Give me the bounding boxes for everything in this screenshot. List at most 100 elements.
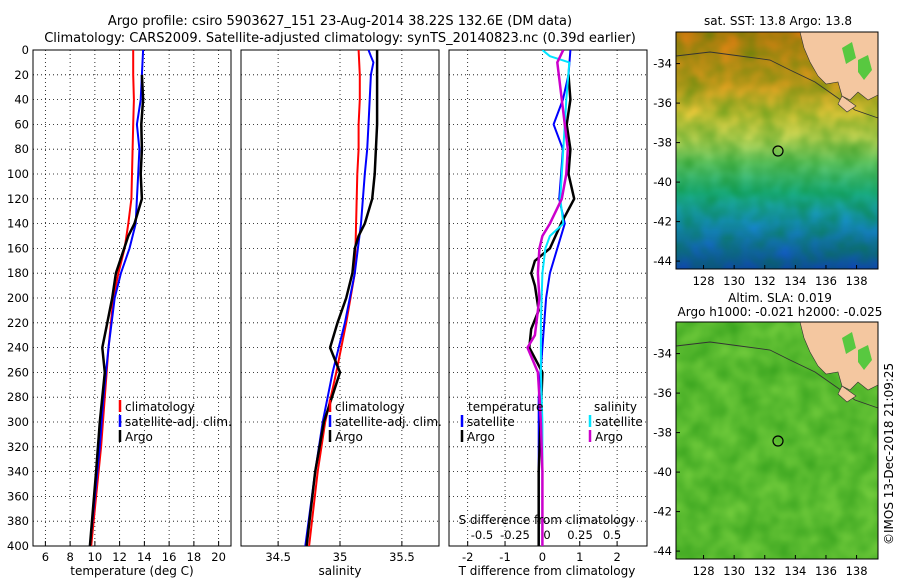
temperature-y-tick-label: 140 bbox=[7, 217, 29, 231]
difference-x-tick-label: 1 bbox=[576, 550, 583, 564]
difference-xlabel: T difference from climatology bbox=[458, 564, 636, 578]
temperature-y-tick-label: 280 bbox=[7, 390, 29, 404]
salinity-x-ticks: 34.5 35 35.5 bbox=[265, 541, 415, 564]
map-y-tick-label: -34 bbox=[653, 347, 672, 361]
s-difference-label: S difference from climatology bbox=[459, 513, 636, 527]
difference-legend: temperature salinity satellite Argo sate… bbox=[460, 400, 643, 444]
series-line-salinity-satellite bbox=[539, 50, 571, 546]
series-line-satellite-adj-clim- bbox=[88, 50, 145, 546]
map-x-tick-label: 130 bbox=[723, 274, 745, 288]
temperature-x-tick-label: 10 bbox=[88, 550, 103, 564]
temperature-xlabel: temperature (deg C) bbox=[70, 564, 193, 578]
map-y-tick-label: -36 bbox=[653, 386, 672, 400]
map-y-tick-label: -40 bbox=[653, 175, 672, 189]
temperature-x-tick-label: 18 bbox=[187, 550, 202, 564]
temperature-y-tick-label: 300 bbox=[7, 415, 29, 429]
temperature-y-tick-label: 380 bbox=[7, 514, 29, 528]
s-tick-label: -0.25 bbox=[500, 528, 530, 542]
map-y-tick-label: -38 bbox=[653, 426, 672, 440]
map-x-tick-label: 128 bbox=[693, 274, 715, 288]
salinity-legend: climatology satellite-adj. clim. Argo bbox=[328, 400, 442, 444]
temperature-y-tick-label: 240 bbox=[7, 341, 29, 355]
temperature-x-ticks: 6 8 10 12 14 16 18 20 bbox=[42, 541, 226, 564]
sla-map-y-ticks: -34 -36 -38 -40 -42 -44 bbox=[653, 347, 680, 558]
legend-label-sal-argo: Argo bbox=[595, 430, 623, 444]
temperature-y-tick-label: 80 bbox=[14, 142, 29, 156]
legend-title-salinity: salinity bbox=[594, 400, 637, 414]
sla-map-title-1: Altim. SLA: 0.019 bbox=[728, 291, 832, 305]
legend-title-temperature: temperature bbox=[468, 400, 543, 414]
series-line-argo bbox=[88, 74, 145, 546]
s-difference-ticks: -0.5 -0.25 0 0.25 0.5 bbox=[471, 528, 621, 542]
difference-y-grid bbox=[449, 49, 647, 547]
map-y-tick-label: -44 bbox=[653, 544, 672, 558]
map-x-tick-label: 136 bbox=[815, 274, 837, 288]
sla-argo-marker bbox=[772, 435, 784, 447]
difference-x-tick-label: 0 bbox=[539, 550, 546, 564]
sla-map-panel: Altim. SLA: 0.019 Argo h1000: -0.021 h20… bbox=[653, 291, 882, 578]
temperature-y-tick-label: 160 bbox=[7, 241, 29, 255]
map-y-tick-label: -44 bbox=[653, 254, 672, 268]
sst-map-title: sat. SST: 13.8 Argo: 13.8 bbox=[704, 14, 852, 28]
salinity-x-tick-label: 35 bbox=[333, 550, 348, 564]
title-line-1: Argo profile: csiro 5903627_151 23-Aug-2… bbox=[108, 14, 572, 29]
salinity-panel: 34.5 35 35.5 salinity climatology satellit… bbox=[240, 49, 442, 578]
temperature-x-tick-label: 16 bbox=[162, 550, 177, 564]
sst-map-y-ticks: -34 -36 -38 -40 -42 -44 bbox=[653, 57, 680, 268]
sla-island bbox=[837, 385, 857, 403]
sst-map-panel: sat. SST: 13.8 Argo: 13.8 128 130 132 134 13… bbox=[653, 14, 879, 288]
temperature-y-ticks: 0 20 40 60 80 100 120 140 160 180 200 220 240 260 280 3… bbox=[7, 43, 29, 553]
difference-panel: -2 -1 0 1 2 T difference from climatology S … bbox=[448, 49, 648, 578]
temperature-y-tick-label: 120 bbox=[7, 192, 29, 206]
difference-x-tick-label: -1 bbox=[499, 550, 510, 564]
s-tick-label: 0.25 bbox=[567, 528, 593, 542]
sla-land-green bbox=[842, 332, 872, 370]
temperature-y-tick-label: 340 bbox=[7, 465, 29, 479]
temperature-y-tick-label: 60 bbox=[14, 117, 29, 131]
legend-label-climatology: climatology bbox=[125, 400, 195, 414]
salinity-x-tick-label: 35.5 bbox=[389, 550, 415, 564]
legend-label-argo: Argo bbox=[335, 430, 363, 444]
legend-label-sal-satellite: satellite bbox=[595, 415, 643, 429]
temperature-y-tick-label: 260 bbox=[7, 365, 29, 379]
series-line-salinity-argo bbox=[526, 50, 570, 546]
temperature-x-tick-label: 14 bbox=[137, 550, 152, 564]
sla-map-title-2: Argo h1000: -0.021 h2000: -0.025 bbox=[678, 305, 883, 319]
temperature-lines bbox=[88, 50, 145, 546]
s-tick-label: 0.5 bbox=[603, 528, 621, 542]
difference-lines bbox=[526, 50, 576, 546]
salinity-x-tick-label: 34.5 bbox=[265, 550, 291, 564]
map-y-tick-label: -42 bbox=[653, 215, 672, 229]
temperature-y-grid bbox=[33, 49, 231, 547]
series-line-satellite-adj-clim- bbox=[304, 50, 375, 546]
map-x-tick-label: 132 bbox=[754, 274, 776, 288]
temperature-panel: 6 8 10 12 14 16 18 20 0 20 40 60 80 100 120 140 160 180 2… bbox=[7, 43, 232, 578]
map-x-tick-label: 138 bbox=[846, 274, 868, 288]
temperature-legend: climatology satellite-adj. clim. Argo bbox=[118, 400, 232, 444]
legend-label-temp-argo: Argo bbox=[467, 430, 495, 444]
temperature-y-tick-label: 360 bbox=[7, 489, 29, 503]
sst-land-green bbox=[842, 42, 872, 80]
map-x-tick-label: 128 bbox=[693, 564, 715, 578]
map-x-tick-label: 138 bbox=[846, 564, 868, 578]
temperature-x-tick-label: 12 bbox=[112, 550, 127, 564]
sst-map-frame bbox=[675, 31, 879, 270]
difference-x-tick-label: 2 bbox=[613, 550, 620, 564]
credit-text: ©IMOS 13-Dec-2018 21:09:25 bbox=[882, 363, 896, 545]
map-x-tick-label: 130 bbox=[723, 564, 745, 578]
salinity-y-grid bbox=[241, 49, 439, 547]
temperature-x-tick-label: 8 bbox=[66, 550, 73, 564]
s-tick-label: 0 bbox=[543, 528, 550, 542]
legend-label-temp-satellite: satellite bbox=[467, 415, 515, 429]
sst-map-x-ticks: 128 130 132 134 136 138 bbox=[693, 265, 868, 288]
temperature-y-tick-label: 180 bbox=[7, 266, 29, 280]
temperature-y-tick-label: 200 bbox=[7, 291, 29, 305]
legend-label-satellite: satellite-adj. clim. bbox=[125, 415, 232, 429]
temperature-y-tick-label: 0 bbox=[22, 43, 29, 57]
salinity-xlabel: salinity bbox=[318, 564, 361, 578]
sla-map-x-ticks: 128 130 132 134 136 138 bbox=[693, 555, 868, 578]
temperature-x-tick-label: 20 bbox=[211, 550, 226, 564]
map-y-tick-label: -36 bbox=[653, 96, 672, 110]
map-y-tick-label: -42 bbox=[653, 505, 672, 519]
